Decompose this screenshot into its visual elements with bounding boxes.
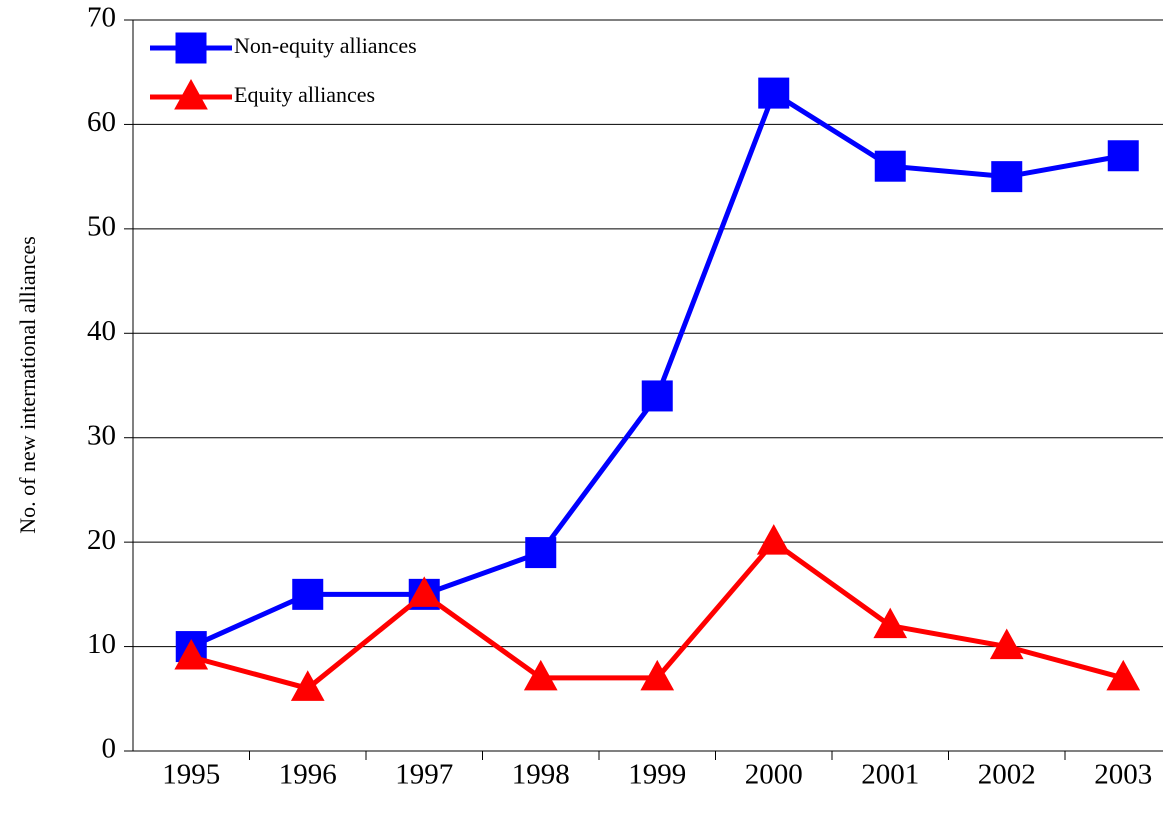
x-tick-label: 1996 (279, 759, 337, 791)
y-tick-label: 10 (87, 628, 116, 660)
legend-marker (175, 32, 207, 64)
x-tick-label: 2001 (861, 759, 919, 791)
y-axis-label: No. of new international alliances (15, 236, 40, 534)
x-tick-label: 1998 (512, 759, 570, 791)
data-point (640, 659, 675, 691)
x-tick-label: 2000 (745, 759, 803, 791)
x-tick-label: 2002 (978, 759, 1036, 791)
x-tick-label: 2003 (1094, 759, 1152, 791)
x-tick-label: 1997 (395, 759, 453, 791)
y-tick-label: 40 (87, 315, 116, 347)
y-tick-label: 70 (87, 2, 116, 34)
data-point (292, 578, 324, 610)
data-point (991, 161, 1023, 193)
data-point (873, 607, 908, 639)
data-point (874, 150, 906, 182)
y-tick-label: 30 (87, 419, 116, 451)
data-point (1106, 659, 1141, 691)
data-point (756, 524, 791, 555)
data-point (290, 670, 325, 701)
y-tick-label: 60 (87, 106, 116, 138)
legend-marker (174, 78, 208, 110)
data-point (1107, 140, 1139, 172)
data-point (525, 537, 557, 569)
legend-label: Non-equity alliances (234, 33, 417, 58)
legend-label: Equity alliances (234, 82, 375, 107)
data-point (641, 380, 673, 412)
data-point (523, 659, 558, 691)
series-line (190, 89, 1124, 649)
y-tick-label: 20 (87, 524, 116, 556)
x-tick-label: 1999 (628, 759, 686, 791)
data-point (758, 77, 790, 109)
data-point (174, 638, 209, 670)
y-tick-label: 50 (87, 211, 116, 243)
data-point (407, 576, 442, 607)
y-tick-label: 0 (102, 733, 117, 765)
data-point (989, 628, 1024, 660)
x-tick-label: 1995 (162, 759, 220, 791)
